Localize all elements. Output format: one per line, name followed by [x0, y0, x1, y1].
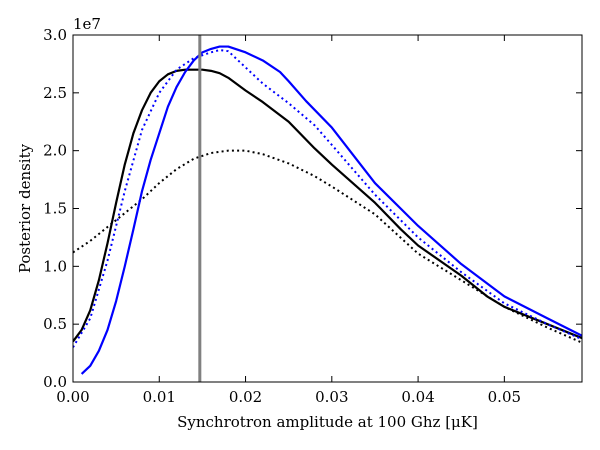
x-tick-label: 0.02 [229, 388, 262, 406]
x-tick-label: 0.04 [401, 388, 434, 406]
y-tick-label: 2.0 [43, 142, 67, 160]
y-tick-label: 2.5 [43, 84, 67, 102]
series-layer [73, 45, 582, 375]
x-tick-label: 0.01 [143, 388, 176, 406]
y-axis-label: Posterior density [16, 143, 34, 273]
y-tick-label: 3.0 [43, 26, 67, 44]
tick-layer: 0.00 0.01 0.02 0.03 0.04 0.05 0.0 0.5 1.0 1.5 2.0 2… [43, 26, 582, 406]
x-tick-label: 0.00 [56, 388, 89, 406]
y-tick-label: 1.5 [43, 200, 67, 218]
series-line-3 [80, 45, 582, 375]
y-offset-label: 1e7 [73, 15, 101, 33]
y-tick-label: 1.0 [43, 257, 67, 275]
series-line-2 [73, 149, 582, 344]
x-axis-label: Synchrotron amplitude at 100 Ghz [μK] [177, 413, 478, 431]
x-tick-label: 0.03 [315, 388, 348, 406]
series-line-1 [73, 68, 582, 343]
x-tick-label: 0.05 [488, 388, 521, 406]
plot-area [73, 35, 582, 382]
y-tick-label: 0.0 [43, 373, 67, 391]
y-tick-label: 0.5 [43, 315, 67, 333]
